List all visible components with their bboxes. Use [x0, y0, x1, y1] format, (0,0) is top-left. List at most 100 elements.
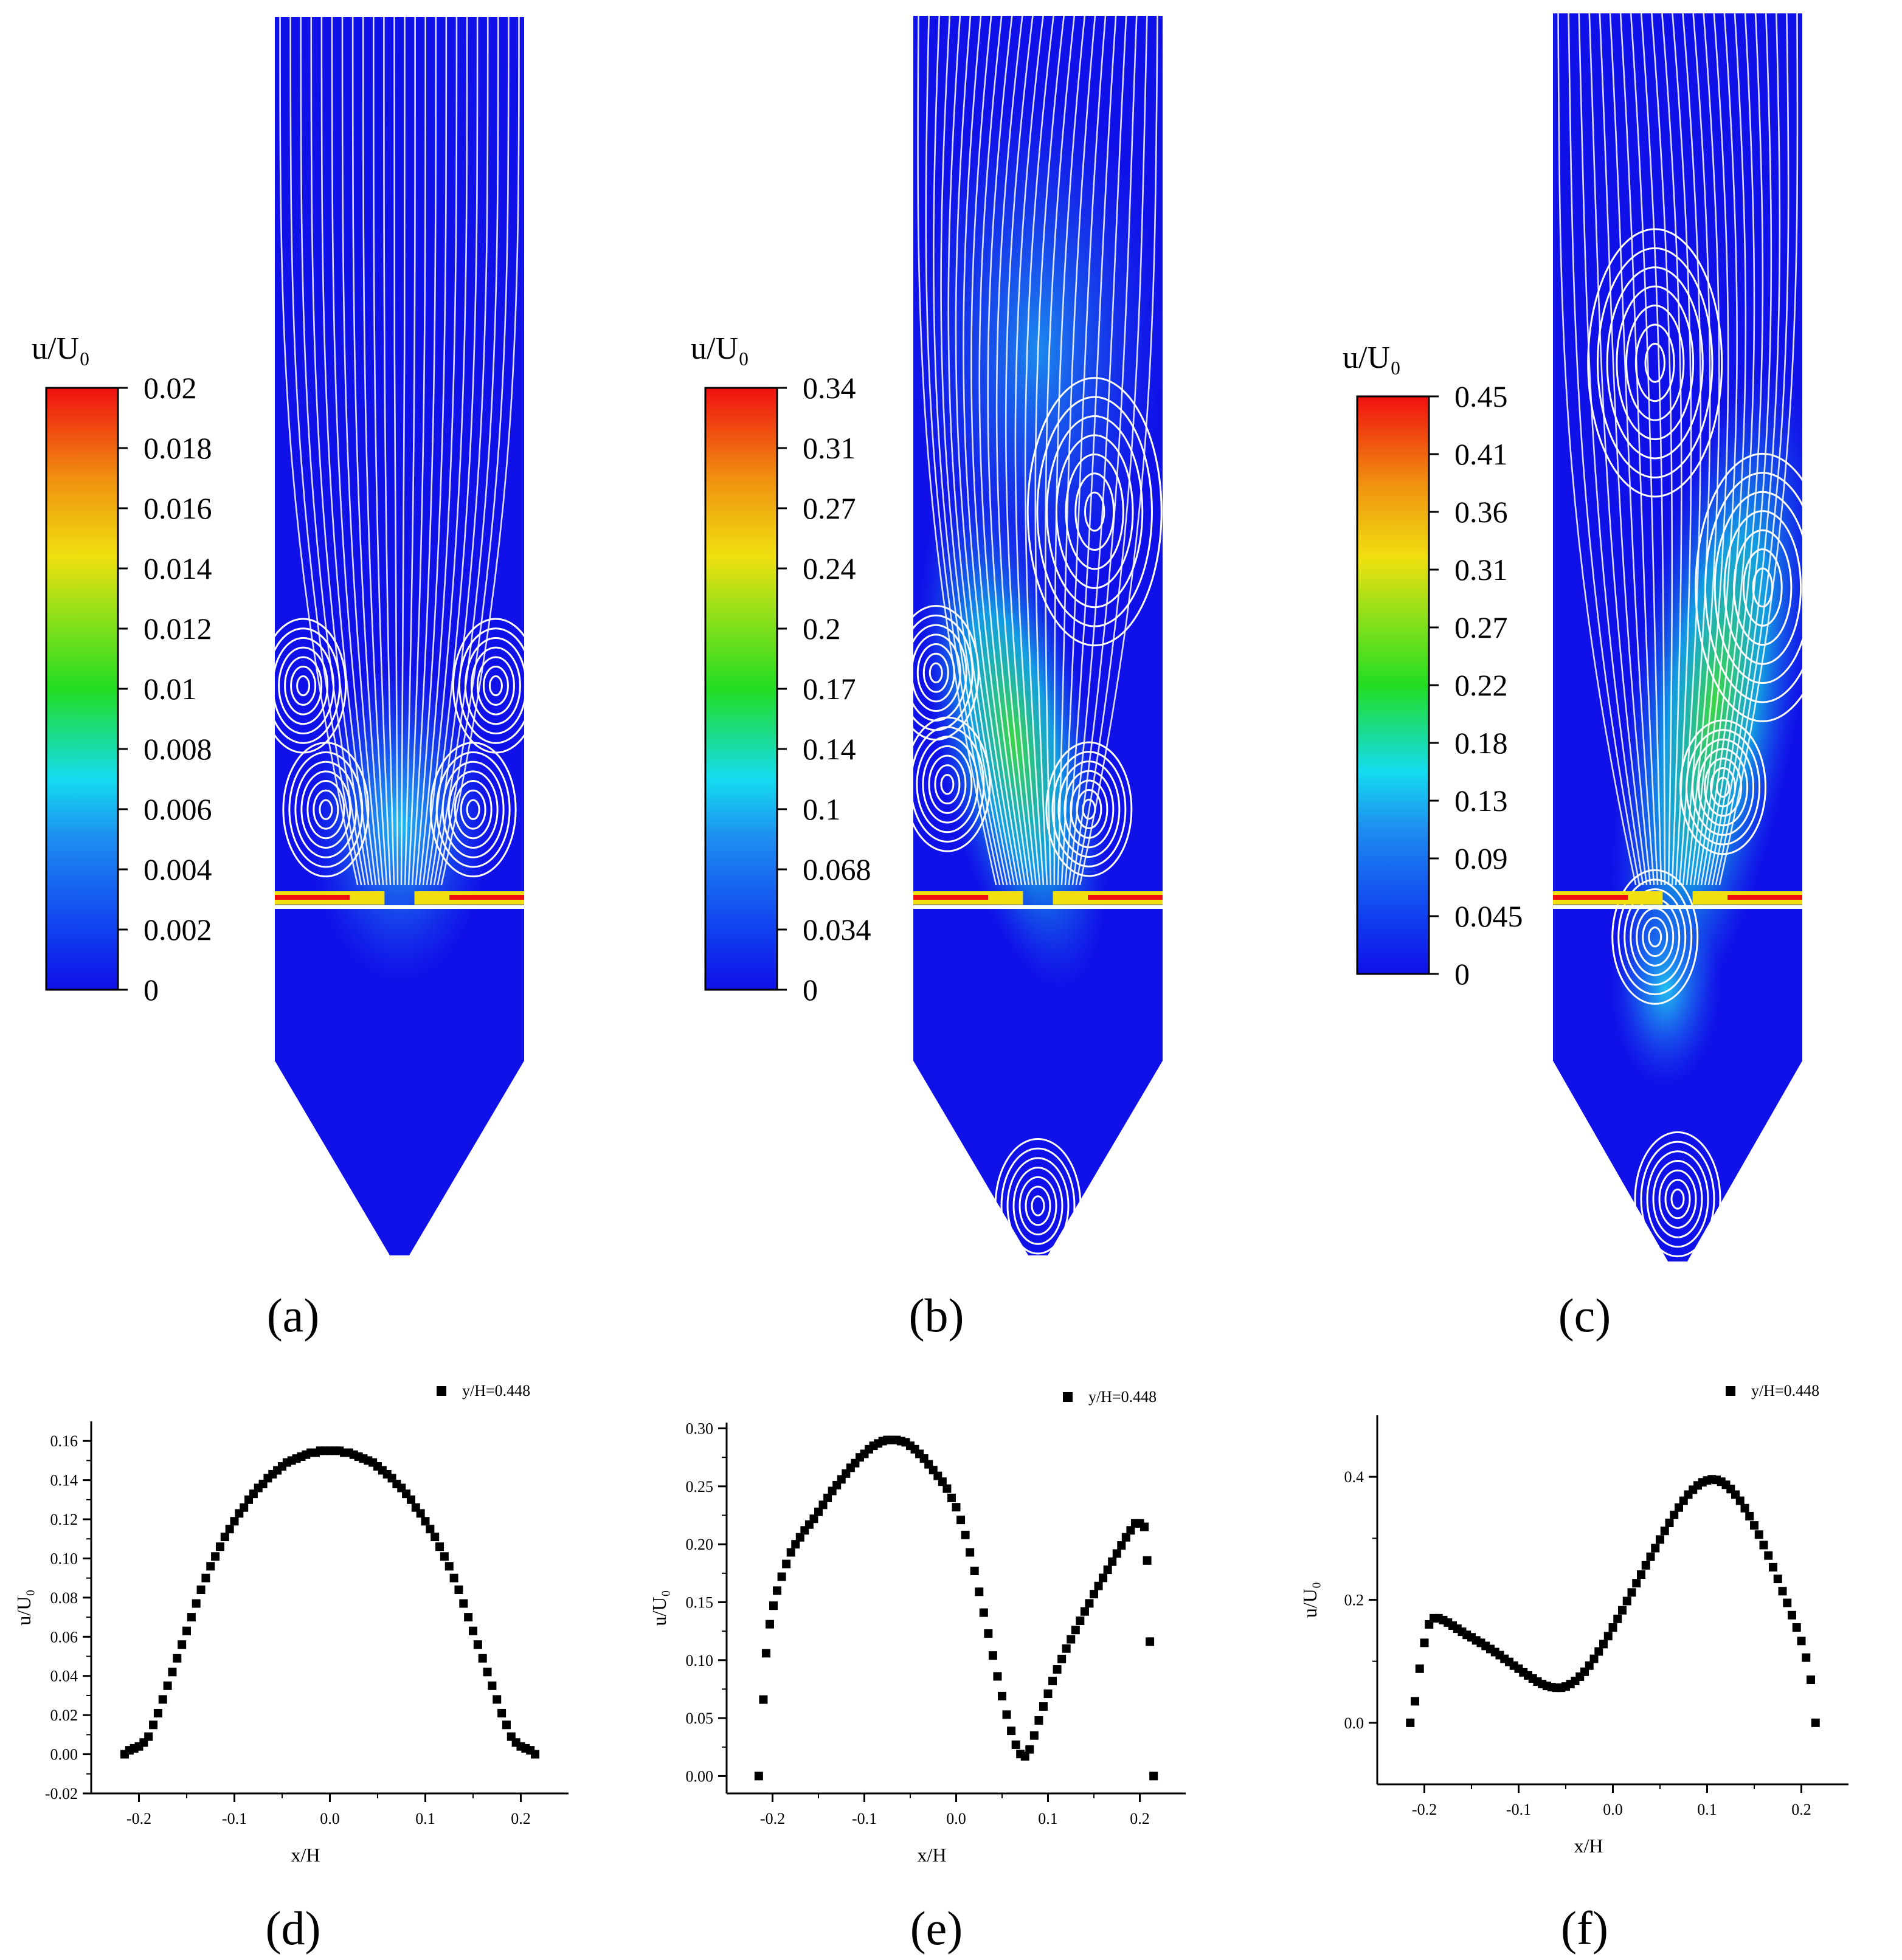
scatter-panel-e: -0.2 -0.1 0.0 0.1 0.2 0.00 0.05 0.10 0.15 0.20 0.2…	[648, 1388, 1186, 1866]
data-point	[1034, 1716, 1043, 1725]
vortex-ring	[313, 789, 339, 830]
vortex-ring	[1025, 1185, 1051, 1226]
streamline	[429, 17, 489, 886]
vortex-ring	[1082, 798, 1096, 820]
data-point	[1415, 1664, 1424, 1673]
streamline	[362, 17, 388, 886]
y-axis-label: u/U₀	[648, 1590, 670, 1626]
data-point	[1759, 1541, 1768, 1550]
vortex	[1695, 452, 1802, 722]
data-point	[1675, 1503, 1683, 1512]
vortex-ring	[1051, 751, 1127, 868]
data-point	[1053, 1665, 1062, 1674]
data-point	[215, 1542, 224, 1551]
series-markers	[1406, 1475, 1820, 1727]
colorbar-tick-label: 0.31	[1454, 553, 1508, 587]
data-point	[1071, 1626, 1080, 1635]
y-axis-label: u/U₀	[13, 1589, 35, 1625]
vortex	[1611, 869, 1699, 1005]
x-tick-label: 0.2	[511, 1810, 531, 1827]
data-point	[1811, 1718, 1820, 1727]
data-point	[431, 1533, 440, 1542]
vortex-ring	[1057, 760, 1121, 858]
vortex-ring	[296, 675, 311, 697]
data-point	[459, 1599, 468, 1608]
data-point	[416, 1509, 425, 1518]
data-point	[211, 1552, 220, 1561]
data-point	[1651, 1544, 1660, 1553]
streamline	[1700, 13, 1755, 886]
legend-marker	[437, 1386, 446, 1396]
streamline	[933, 16, 1005, 886]
x-axis-label: x/H	[1574, 1835, 1603, 1857]
x-tick-label: -0.2	[126, 1810, 151, 1827]
colorbar-tick-label: 0.14	[803, 732, 856, 766]
streamlines	[279, 17, 520, 886]
data-point	[966, 1548, 975, 1557]
vortex-ring	[922, 745, 973, 824]
streamline	[440, 17, 520, 886]
vortex-ring	[466, 799, 480, 820]
colorbar-tick-label: 0.41	[1454, 437, 1508, 471]
vortex-ring	[1642, 917, 1669, 958]
streamline	[437, 17, 510, 886]
data-point	[809, 1514, 818, 1523]
colorbar-tick-label: 0.24	[803, 551, 856, 585]
streamline	[1024, 16, 1054, 886]
vortex-ring	[275, 637, 335, 735]
vortex-ring	[284, 656, 323, 716]
streamline	[1672, 13, 1692, 886]
jet-left-core	[1553, 895, 1628, 900]
contour-panel-a: u/U₀ 0.02 0.018 0.016 0.014 0.012 0.01 0.008 0.0…	[32, 17, 524, 1255]
data-point	[1090, 1590, 1098, 1599]
x-tick-label: 0.2	[1791, 1801, 1811, 1818]
vortex-ring	[913, 726, 985, 843]
data-point	[975, 1587, 984, 1596]
vortex-ring	[1704, 757, 1743, 817]
data-point	[502, 1720, 511, 1730]
streamline	[393, 17, 399, 886]
data-point	[814, 1507, 823, 1516]
data-point	[1143, 1556, 1152, 1565]
data-point	[1108, 1557, 1117, 1566]
colorbar-tick-label: 0.13	[1454, 784, 1508, 818]
data-point	[1025, 1745, 1034, 1754]
vortex-ring	[1704, 472, 1802, 703]
data-point	[1149, 1772, 1158, 1781]
data-point	[979, 1608, 988, 1617]
data-point	[1754, 1530, 1763, 1539]
data-point	[1594, 1647, 1603, 1656]
data-point	[795, 1533, 804, 1542]
streamline	[1704, 13, 1764, 886]
vortex-ring	[1646, 1150, 1709, 1248]
streamline	[1599, 13, 1651, 886]
legend-marker	[1063, 1392, 1073, 1402]
colorbar-tick-label: 0.018	[144, 431, 212, 465]
data-point	[952, 1503, 961, 1512]
vortex	[1587, 228, 1723, 498]
data-point	[993, 1672, 1002, 1681]
data-point	[454, 1586, 463, 1595]
streamline	[1640, 13, 1666, 886]
colorbar-tick-label: 0.01	[144, 672, 197, 706]
streamline	[289, 17, 362, 886]
colorbar-tick-label: 0.1	[803, 792, 841, 826]
data-point	[1773, 1575, 1782, 1584]
streamline	[418, 17, 458, 886]
y-tick-label: 0.02	[50, 1706, 78, 1724]
x-axis-label: x/H	[291, 1844, 320, 1866]
data-point	[1099, 1573, 1108, 1582]
streamline	[1045, 16, 1076, 886]
vortex-ring	[448, 770, 499, 849]
streamline	[1693, 13, 1738, 886]
colorbar-title: u/U₀	[32, 331, 90, 366]
data-point	[435, 1542, 444, 1551]
data-point	[1085, 1599, 1094, 1608]
data-point	[240, 1503, 249, 1512]
y-tick-label: 0.2	[1344, 1592, 1364, 1609]
vortex-ring	[435, 751, 511, 868]
y-tick-label: 0.00	[50, 1746, 78, 1764]
data-point	[1745, 1511, 1754, 1520]
streamline	[1686, 13, 1720, 886]
x-tick-label: 0.1	[1697, 1801, 1717, 1818]
